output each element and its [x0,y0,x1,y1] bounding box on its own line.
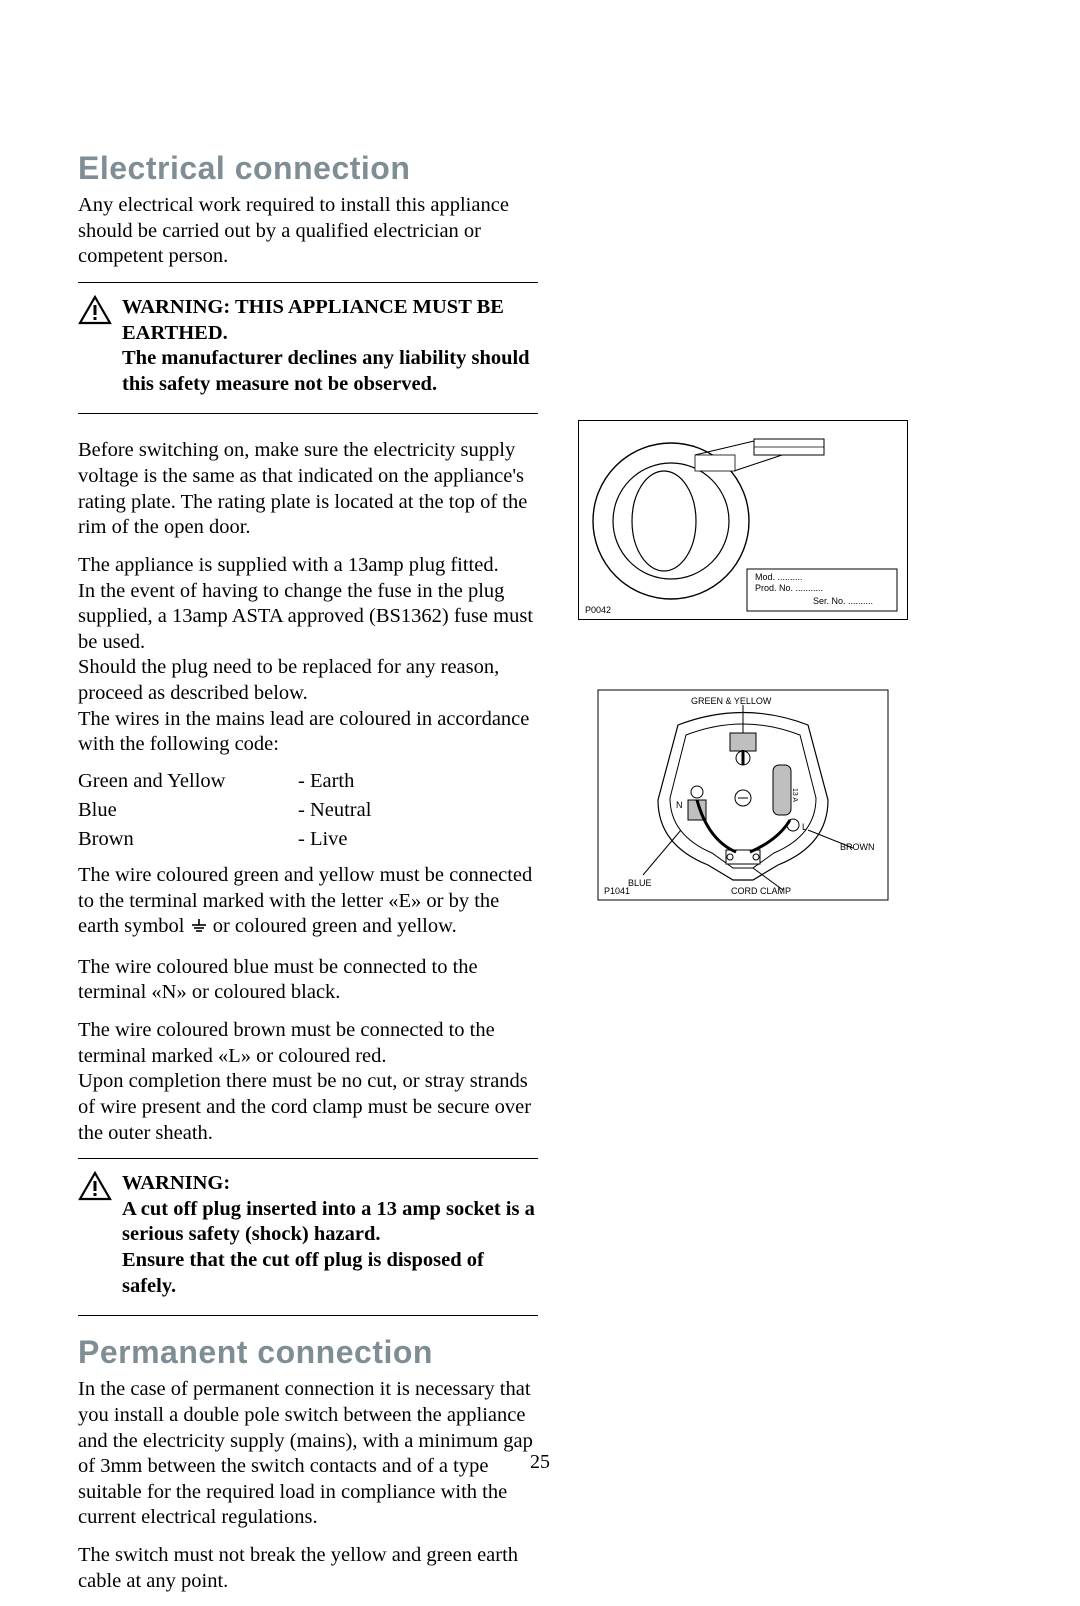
p-rating-plate: Before switching on, make sure the elect… [78,438,538,541]
p-green-b: or coloured green and yellow. [213,915,457,937]
earth-symbol-icon [190,917,208,943]
p-fuse-3: Should the plug need to be replaced for … [78,655,538,706]
permanent-p1: In the case of permanent connection it i… [78,1377,538,1531]
label-N: N [676,800,683,810]
rule [78,413,538,414]
rule [78,1158,538,1159]
rating-ser: Ser. No. .......... [813,596,873,606]
label-L: L [802,822,807,832]
warning-cutoff-body2: Ensure that the cut off plug is disposed… [122,1249,484,1297]
wire-row-label: Green and Yellow [78,770,298,793]
warning-cutoff-head: WARNING: [122,1172,230,1194]
warning-earthed: WARNING: THIS APPLIANCE MUST BE EARTHED.… [78,291,538,404]
wire-colour-table: Green and Yellow - Earth Blue - Neutral … [78,770,538,851]
svg-text:13 A: 13 A [791,788,798,802]
p-fuse-4: The wires in the mains lead are coloured… [78,707,538,758]
wire-row-value: - Live [298,828,438,851]
diagram-rating-plate: Mod. .......... Prod. No. ........... Se… [578,420,908,620]
section-title-electrical: Electrical connection [78,150,538,187]
warning-earthed-line2: The manufacturer declines any liability … [122,347,530,395]
diagram-plug-wiring: N L 13 A GREEN & YELLOW BROWN BLUE CORD … [578,680,908,910]
wire-row-value: - Earth [298,770,438,793]
label-green-yellow: GREEN & YELLOW [691,696,771,706]
rule [78,282,538,283]
diagram1-code: P0042 [585,605,611,615]
warning-cutoff-body1: A cut off plug inserted into a 13 amp so… [122,1198,535,1246]
rating-mod: Mod. .......... [755,572,803,582]
label-brown: BROWN [840,842,875,852]
wire-row-label: Blue [78,799,298,822]
electrical-intro: Any electrical work required to install … [78,193,538,270]
warning-cutoff: WARNING: A cut off plug inserted into a … [78,1167,538,1305]
page-number: 25 [530,1451,550,1474]
section-title-permanent: Permanent connection [78,1334,538,1371]
p-green-yellow: The wire coloured green and yellow must … [78,863,538,943]
label-blue: BLUE [628,878,652,888]
p-blue: The wire coloured blue must be connected… [78,955,538,1006]
wire-row-label: Brown [78,828,298,851]
p-fuse-2: In the event of having to change the fus… [78,579,538,656]
rating-prod: Prod. No. ........... [755,583,823,593]
left-column: Electrical connection Any electrical wor… [78,150,538,1606]
p-completion: Upon completion there must be no cut, or… [78,1069,538,1146]
p-brown: The wire coloured brown must be connecte… [78,1018,538,1069]
rule [78,1315,538,1316]
wire-row-value: - Neutral [298,799,438,822]
warning-earthed-line1: WARNING: THIS APPLIANCE MUST BE EARTHED. [122,296,504,344]
diagram2-code: P1041 [604,886,630,896]
warning-triangle-icon [78,295,112,330]
warning-triangle-icon [78,1171,112,1206]
right-column: Mod. .......... Prod. No. ........... Se… [578,150,938,1606]
label-cord-clamp: CORD CLAMP [731,886,791,896]
p-fuse-1: The appliance is supplied with a 13amp p… [78,553,538,579]
permanent-p2: The switch must not break the yellow and… [78,1543,538,1594]
